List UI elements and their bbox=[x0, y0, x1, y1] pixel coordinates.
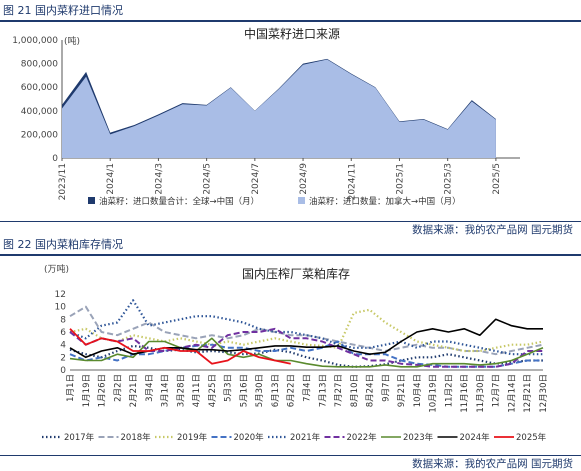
y-tick-label: 2 bbox=[60, 353, 66, 363]
series-line-2023 bbox=[69, 337, 544, 368]
legend-label-canada: 油菜籽：进口数量：加拿大→中国（月） bbox=[309, 196, 461, 207]
x-tick-label: 1月26日 bbox=[98, 374, 108, 407]
figure-21-header: 图 21 国内菜籽进口情况 bbox=[0, 0, 581, 22]
y-tick-label: 4 bbox=[60, 341, 66, 351]
y-tick-label: 10 bbox=[55, 303, 67, 313]
x-tick-label: 12月21日 bbox=[523, 374, 533, 413]
chart-2-y-unit: (万吨) bbox=[44, 263, 69, 275]
x-tick-label: 7月4日 bbox=[303, 374, 313, 402]
x-tick-label: 2024/9 bbox=[299, 163, 309, 195]
divider-2 bbox=[0, 455, 581, 456]
legend-label-total: 油菜籽：进口数量合计：全球→中国（月） bbox=[99, 196, 259, 207]
x-tick-label: 7月27日 bbox=[334, 374, 344, 407]
chart-1-title: 中国菜籽进口来源 bbox=[244, 26, 340, 41]
x-tick-label: 2月21日 bbox=[129, 374, 139, 407]
legend-label-2017: 2017年 bbox=[64, 432, 95, 443]
divider-1 bbox=[0, 221, 581, 222]
x-tick-label: 1月1日 bbox=[66, 374, 76, 402]
legend-label-2019: 2019年 bbox=[177, 432, 208, 443]
y-tick-label: 12 bbox=[55, 290, 66, 300]
x-tick-label: 2025/1 bbox=[395, 163, 405, 195]
chart-1-y-unit: (吨) bbox=[64, 35, 80, 47]
x-tick-label: 10月4日 bbox=[413, 374, 423, 407]
x-tick-label: 8月10日 bbox=[350, 374, 360, 407]
y-tick-label: 200,000 bbox=[21, 130, 58, 140]
x-tick-label: 6月22日 bbox=[287, 374, 297, 407]
series-line-2025 bbox=[69, 328, 291, 365]
source-note-1: 数据来源：我的农产品网 国元期货 bbox=[412, 224, 573, 236]
figure-21-caption: 图 21 国内菜籽进口情况 bbox=[3, 4, 123, 17]
x-tick-label: 5月3日 bbox=[224, 374, 234, 402]
x-tick-label: 2025/3 bbox=[444, 163, 454, 195]
x-tick-label: 9月21日 bbox=[397, 374, 407, 407]
y-tick-label: 1,000,000 bbox=[12, 36, 58, 46]
x-tick-label: 5月30日 bbox=[255, 374, 265, 407]
legend-swatch-total bbox=[88, 197, 95, 204]
x-tick-label: 12月30日 bbox=[539, 374, 549, 413]
legend-label-2022: 2022年 bbox=[347, 432, 378, 443]
y-tick-label: 8 bbox=[60, 315, 66, 325]
x-tick-label: 2024/1 bbox=[106, 163, 116, 195]
x-tick-label: 10月19日 bbox=[429, 374, 439, 413]
x-tick-label: 4月25日 bbox=[208, 374, 218, 407]
legend-swatch-canada bbox=[298, 197, 305, 204]
x-tick-label: 8月24日 bbox=[366, 374, 376, 407]
series-line-2021 bbox=[69, 299, 543, 356]
series-canada-area bbox=[62, 59, 496, 158]
legend-label-2023: 2023年 bbox=[403, 432, 434, 443]
x-tick-label: 1月19日 bbox=[82, 374, 92, 407]
meal-stock-line-chart: 国内压榨厂菜粕库存 (万吨) 0 2 4 6 8 10 12 1月1日 1月19日 1月26日 2月2日… bbox=[42, 263, 549, 443]
y-tick-label: 0 bbox=[60, 366, 66, 376]
x-tick-label: 2024/11 bbox=[347, 163, 357, 200]
legend-label-2020: 2020年 bbox=[234, 432, 265, 443]
legend-label-2024: 2024年 bbox=[460, 432, 491, 443]
x-tick-label: 2月2日 bbox=[113, 374, 123, 402]
series-line-2019 bbox=[69, 308, 544, 353]
legend-label-2025: 2025年 bbox=[516, 432, 547, 443]
legend-label-2021: 2021年 bbox=[290, 432, 321, 443]
x-tick-label: 3月4日 bbox=[145, 374, 155, 402]
x-tick-label: 5月16日 bbox=[239, 374, 249, 407]
x-tick-label: 11月2日 bbox=[444, 374, 454, 407]
x-tick-label: 7月13日 bbox=[318, 374, 328, 407]
y-tick-label: 800,000 bbox=[21, 60, 58, 70]
x-tick-label: 11月16日 bbox=[460, 374, 470, 413]
y-tick-label: 6 bbox=[60, 328, 66, 338]
series-line-2018 bbox=[69, 305, 544, 356]
y-tick-label: 0 bbox=[52, 154, 58, 164]
x-tick-label: 2024/5 bbox=[203, 163, 213, 195]
y-tick-label: 400,000 bbox=[21, 107, 58, 117]
x-tick-label: 11月30日 bbox=[476, 374, 486, 413]
x-tick-label: 4月11日 bbox=[192, 374, 202, 407]
x-tick-label: 9月7日 bbox=[381, 374, 391, 402]
x-tick-label: 2024/3 bbox=[154, 163, 164, 195]
x-tick-label: 2023/11 bbox=[58, 163, 68, 200]
x-tick-label: 12月14日 bbox=[507, 374, 517, 413]
x-tick-label: 2024/7 bbox=[251, 163, 261, 195]
figure-22-header: 图 22 国内菜粕库存情况 bbox=[0, 234, 581, 256]
x-tick-label: 2025/5 bbox=[492, 163, 502, 195]
x-tick-label: 3月28日 bbox=[176, 374, 186, 407]
series-line-2022 bbox=[69, 327, 543, 368]
legend-label-2018: 2018年 bbox=[121, 432, 152, 443]
x-tick-label: 6月13日 bbox=[271, 374, 281, 407]
y-tick-label: 600,000 bbox=[21, 83, 58, 93]
import-area-chart: 中国菜籽进口来源 (吨) 0 200,000 400,000 600,000 800,000… bbox=[12, 26, 520, 207]
x-tick-label: 3月14日 bbox=[161, 374, 171, 407]
chart-2-title: 国内压榨厂菜粕库存 bbox=[242, 266, 350, 281]
x-tick-label: 12月7日 bbox=[492, 374, 502, 407]
figure-22-caption: 图 22 国内菜粕库存情况 bbox=[3, 238, 123, 251]
source-note-2: 数据来源：我的农产品网 国元期货 bbox=[412, 458, 573, 470]
